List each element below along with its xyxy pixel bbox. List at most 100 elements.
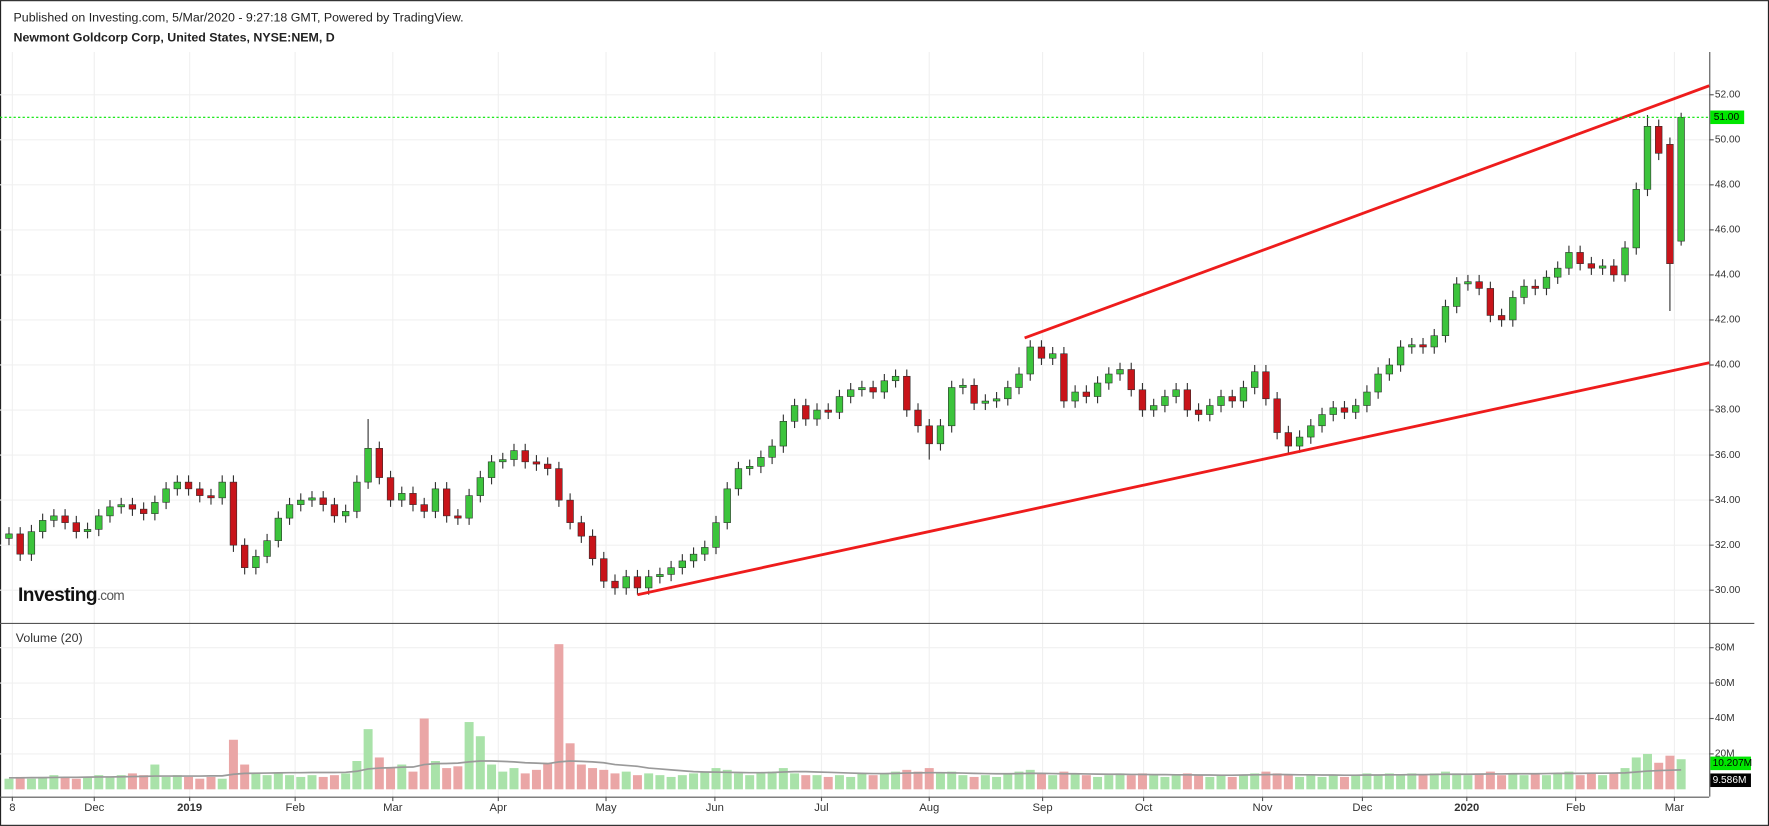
x-tick-label: Jun [706,802,724,814]
candle-body [50,515,58,521]
volume-bar [1171,775,1181,790]
volume-bar [790,773,800,790]
candle-body [510,450,518,460]
candle-body [297,499,305,505]
volume-bar [610,773,620,790]
volume-bar [879,773,889,790]
candle-body [263,540,271,557]
x-tick-label: Jul [814,802,828,814]
candle-body [454,515,462,519]
candle-body [678,560,686,568]
volume-bar [363,729,373,790]
x-tick-label: Nov [1253,802,1273,814]
volume-bar [1216,775,1226,790]
candle-body [465,495,473,519]
x-tick-label: Feb [1566,802,1585,814]
candle-body [824,409,832,413]
candle-body [869,387,877,393]
y-tick-label: 40.00 [1715,360,1741,371]
candle-body [342,511,350,517]
candle-body [588,535,597,559]
volume-bar [1575,775,1585,790]
y-tick-label: 36.00 [1715,450,1741,461]
volume-bar [1676,759,1686,790]
volume-bar [666,776,676,790]
candle-body [981,400,989,404]
y-tick-label: 44.00 [1715,270,1741,281]
x-tick-label: 2019 [177,802,202,814]
candle-body [891,375,900,382]
candle-body [1273,398,1281,433]
candle-body [925,425,933,445]
volume-bar [206,776,216,790]
candle-body [1318,414,1326,427]
volume-bar [531,769,541,790]
volume-tick-label: 60M [1715,678,1735,689]
y-tick-label: 34.00 [1715,495,1741,506]
grid [0,51,1710,797]
x-tick-label: Oct [1135,802,1153,814]
volume-tick-label: 40M [1715,713,1735,724]
volume-bar [1283,775,1293,790]
volume-bar [228,739,238,790]
volume-bar [296,776,306,790]
volume-bar [778,768,788,790]
volume-bar [992,776,1002,790]
candle-body [1340,407,1349,413]
volume-bar [1137,773,1147,790]
volume-bar [1654,762,1664,790]
candle-body [285,504,294,519]
candle-body [1598,265,1607,269]
candle-body [936,425,945,445]
candle-body [106,506,114,517]
candle-body [723,488,731,523]
candle-body [880,380,888,393]
volume-bar [1272,773,1282,790]
volume-bar [318,776,328,790]
volume-bar [632,775,642,790]
candle-body [27,531,36,555]
candle-body [970,384,978,404]
volume-bar [487,764,497,790]
candle-body [544,463,552,469]
candle-body [689,553,698,562]
candle-body [600,558,608,582]
volume-bar [857,773,867,790]
candle-body [903,375,911,411]
volume-bar [1059,771,1069,790]
candle-body [1610,265,1618,276]
candle-body [375,448,383,478]
candle-body [813,409,821,420]
candle-body [1576,252,1584,264]
volume-bar [1003,773,1013,790]
volume-bar [71,778,81,790]
candle-body [83,529,92,532]
candle-body [364,448,372,483]
candle-body [1307,425,1315,438]
candle-body [1004,387,1012,400]
volume-bar [1440,771,1450,790]
candle-body [1329,407,1337,415]
candle-body [218,481,226,499]
volume-ma-line [8,760,1682,779]
trendline [637,361,1710,597]
candle-body [173,481,181,490]
candle-body [1172,389,1180,397]
volume-bar [1474,773,1484,790]
volume-bar [958,775,968,790]
candle-body [1408,344,1416,348]
volume-bar [386,768,396,790]
candle-body [1037,346,1046,359]
volume-bar [745,775,755,790]
volume-bar [700,771,710,790]
candle-body [476,477,484,496]
volume-bar [1339,776,1349,790]
volume-bar [1126,775,1136,790]
candle-body [1060,353,1068,402]
volume-bar [588,768,598,790]
candle-body [790,405,799,422]
volume-bar [1564,771,1574,790]
candle-body [532,461,541,465]
volume-bar [846,776,856,790]
